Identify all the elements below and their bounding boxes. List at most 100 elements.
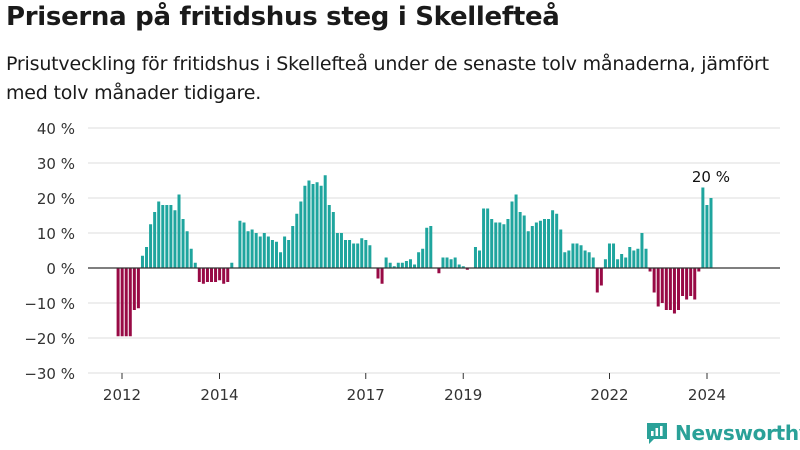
bar bbox=[408, 259, 412, 268]
bar bbox=[620, 254, 624, 268]
y-tick-label: −10 % bbox=[24, 295, 75, 313]
bar bbox=[538, 220, 542, 268]
bar bbox=[603, 259, 607, 268]
bar bbox=[685, 268, 689, 300]
bar bbox=[677, 268, 680, 310]
y-tick-label: 0 % bbox=[46, 260, 75, 278]
bar bbox=[709, 198, 713, 268]
bar bbox=[173, 210, 177, 268]
bar bbox=[624, 257, 628, 268]
bar bbox=[274, 241, 278, 268]
bar bbox=[672, 268, 676, 314]
bar bbox=[587, 252, 591, 268]
bar bbox=[518, 212, 522, 268]
bar bbox=[210, 268, 213, 282]
bar bbox=[547, 219, 551, 268]
bar bbox=[413, 264, 417, 268]
bar bbox=[242, 222, 246, 268]
bar bbox=[149, 224, 153, 268]
bar bbox=[392, 266, 396, 268]
bar bbox=[506, 219, 510, 268]
bar bbox=[640, 233, 644, 268]
bar bbox=[616, 259, 620, 268]
bar bbox=[530, 226, 534, 268]
bar bbox=[376, 268, 380, 279]
bar bbox=[628, 247, 632, 268]
bar bbox=[652, 268, 656, 293]
bar bbox=[575, 243, 579, 268]
x-tick-label: 2024 bbox=[688, 386, 726, 404]
bar bbox=[205, 268, 209, 282]
bar bbox=[307, 180, 311, 268]
bar bbox=[299, 201, 303, 268]
x-tick-label: 2014 bbox=[200, 386, 238, 404]
bar bbox=[526, 231, 530, 268]
bar bbox=[482, 208, 486, 268]
bar bbox=[250, 229, 254, 268]
bar bbox=[331, 212, 335, 268]
bar bbox=[214, 268, 218, 282]
bar bbox=[502, 224, 506, 268]
bar bbox=[522, 215, 526, 268]
bar bbox=[449, 259, 453, 268]
annotation-label: 20 % bbox=[692, 168, 730, 186]
bar bbox=[335, 233, 339, 268]
bar bbox=[189, 248, 193, 268]
bar bbox=[697, 268, 701, 272]
bar bbox=[583, 250, 587, 268]
x-tick-label: 2012 bbox=[103, 386, 141, 404]
bar bbox=[660, 268, 664, 303]
bar bbox=[579, 245, 583, 268]
bar bbox=[555, 213, 559, 268]
bar bbox=[542, 219, 546, 268]
bar bbox=[693, 268, 697, 300]
bar bbox=[270, 240, 274, 268]
newsworthy-logo-icon bbox=[647, 423, 667, 444]
bar bbox=[262, 233, 266, 268]
bar bbox=[368, 245, 372, 268]
bar bbox=[279, 252, 283, 268]
bar bbox=[230, 262, 234, 268]
bar bbox=[404, 261, 408, 268]
bar bbox=[283, 236, 287, 268]
bar bbox=[400, 262, 404, 268]
bar bbox=[380, 268, 384, 284]
bar bbox=[185, 231, 189, 268]
y-tick-label: 40 % bbox=[37, 120, 75, 138]
bar bbox=[689, 268, 693, 296]
bar bbox=[222, 268, 226, 284]
brand-logo: Newsworthy bbox=[645, 420, 800, 446]
bar bbox=[563, 252, 567, 268]
bar bbox=[295, 213, 299, 268]
bar bbox=[425, 227, 429, 268]
bar bbox=[534, 222, 538, 268]
bar bbox=[323, 175, 327, 268]
bar bbox=[486, 208, 490, 268]
y-tick-label: −30 % bbox=[24, 365, 75, 383]
bar bbox=[591, 257, 595, 268]
bar bbox=[461, 266, 465, 268]
bar bbox=[319, 185, 323, 268]
bar bbox=[429, 226, 433, 268]
bar bbox=[311, 184, 315, 268]
bar bbox=[128, 268, 132, 337]
bar bbox=[559, 229, 563, 268]
bar bbox=[246, 231, 250, 268]
bar bbox=[145, 247, 149, 268]
brand-name: Newsworthy bbox=[675, 421, 800, 445]
bar bbox=[157, 201, 161, 268]
bar bbox=[201, 268, 205, 284]
bar bbox=[567, 250, 571, 268]
bar bbox=[254, 233, 258, 268]
bar bbox=[120, 268, 124, 337]
bar bbox=[478, 250, 482, 268]
y-tick-label: 20 % bbox=[37, 190, 75, 208]
bar bbox=[339, 233, 343, 268]
bar bbox=[315, 182, 319, 268]
bar bbox=[136, 268, 140, 309]
bar bbox=[644, 248, 648, 268]
x-tick-label: 2017 bbox=[347, 386, 385, 404]
bar bbox=[656, 268, 660, 307]
bar bbox=[364, 240, 368, 268]
y-tick-label: 30 % bbox=[37, 155, 75, 173]
